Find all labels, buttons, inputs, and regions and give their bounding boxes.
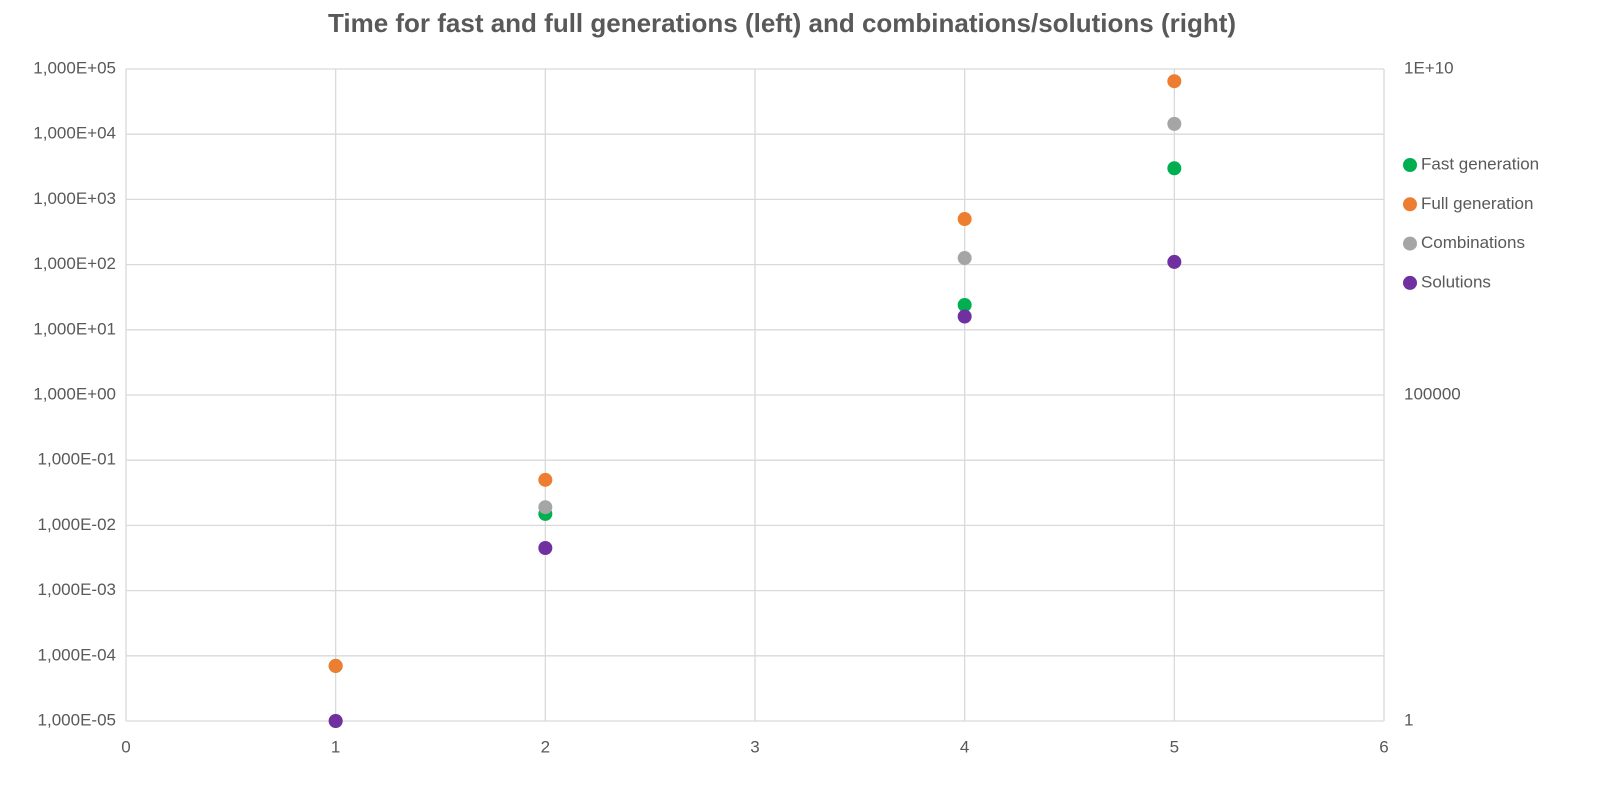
point [538, 472, 553, 487]
point [957, 251, 972, 266]
y-tick-label: 1,000E-04 [38, 645, 116, 664]
y2-tick-label: 1E+10 [1404, 58, 1454, 77]
legend-label: Combinations [1421, 233, 1525, 252]
y-tick-label: 1,000E+00 [33, 384, 116, 403]
point [1167, 254, 1182, 269]
y-tick-label: 1,000E+05 [33, 58, 116, 77]
x-tick-label: 1 [331, 737, 340, 756]
x-tick-label: 5 [1170, 737, 1179, 756]
y-tick-label: 1,000E+01 [33, 319, 116, 338]
y-tick-label: 1,000E-01 [38, 450, 116, 469]
x-tick-label: 4 [960, 737, 969, 756]
y-tick-label: 1,000E-03 [38, 580, 116, 599]
legend-marker [1403, 236, 1417, 251]
y-tick-label: 1,000E-02 [38, 515, 116, 534]
point [538, 541, 553, 556]
point [1167, 161, 1182, 176]
point [538, 500, 553, 515]
x-tick-label: 2 [541, 737, 550, 756]
legend-marker [1403, 158, 1417, 172]
chart-title: Time for fast and full generations (left… [328, 8, 1236, 38]
legend-label: Full generation [1421, 194, 1533, 213]
legend-marker [1403, 197, 1417, 212]
x-tick-label: 0 [121, 737, 130, 756]
point [957, 212, 972, 227]
point [328, 658, 343, 673]
y-tick-label: 1,000E-05 [38, 710, 116, 729]
x-tick-label: 6 [1379, 737, 1388, 756]
legend-label: Solutions [1421, 272, 1491, 291]
y-tick-label: 1,000E+03 [33, 189, 116, 208]
point [1167, 74, 1182, 89]
point [957, 309, 972, 324]
point [1167, 116, 1182, 131]
x-tick-label: 3 [750, 737, 759, 756]
point [957, 298, 972, 313]
legend-marker [1403, 275, 1417, 290]
point [328, 714, 343, 728]
y-tick-label: 1,000E+04 [33, 124, 116, 143]
y2-tick-label: 100000 [1404, 384, 1461, 403]
y2-tick-label: 1 [1404, 710, 1413, 729]
y-tick-label: 1,000E+02 [33, 254, 116, 273]
legend-label: Fast generation [1421, 154, 1539, 173]
